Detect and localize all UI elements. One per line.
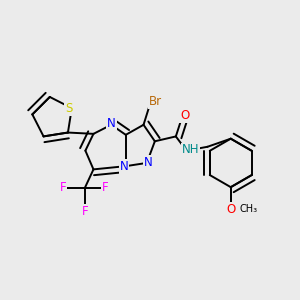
Text: N: N bbox=[107, 117, 116, 130]
Text: NH: NH bbox=[182, 143, 199, 157]
Text: N: N bbox=[144, 156, 153, 170]
Text: Br: Br bbox=[149, 95, 162, 108]
Text: F: F bbox=[59, 181, 66, 194]
Text: F: F bbox=[81, 205, 88, 218]
Text: CH₃: CH₃ bbox=[239, 204, 258, 214]
Text: N: N bbox=[120, 160, 128, 173]
Text: F: F bbox=[102, 181, 109, 194]
Text: S: S bbox=[65, 102, 72, 115]
Text: O: O bbox=[226, 202, 236, 216]
Text: O: O bbox=[180, 109, 190, 122]
